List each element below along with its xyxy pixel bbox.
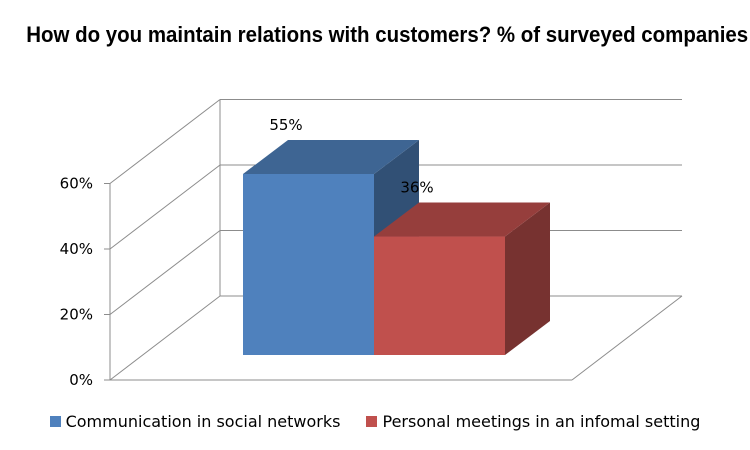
legend-label-personal-meetings: Personal meetings in an infomal setting (382, 412, 701, 431)
y-tick-label: 20% (60, 306, 93, 324)
gridline-side (109, 164, 221, 250)
y-tick-label: 40% (60, 240, 93, 258)
legend-swatch-personal-meetings (366, 416, 378, 427)
legend-label-social-networks: Communication in social networks (65, 412, 341, 431)
gridline-side (109, 230, 221, 315)
floor-right-edge (571, 295, 683, 381)
bar-side (505, 202, 550, 355)
legend-item-social-networks: Communication in social networks (49, 412, 341, 431)
chart-bars (243, 140, 550, 355)
bar-top (374, 202, 550, 237)
bar-top (243, 140, 419, 174)
chart-title: How do you maintain relations with custo… (26, 22, 749, 47)
bar-1 (374, 202, 550, 355)
gridline-side (109, 295, 221, 381)
bar-front (374, 236, 505, 355)
gridline-side (109, 99, 221, 184)
data-label: 36% (400, 179, 433, 197)
y-tick-label: 60% (60, 175, 93, 193)
data-labels: 55% 36% (269, 116, 433, 197)
data-label: 55% (269, 116, 302, 134)
legend-swatch-social-networks (49, 416, 61, 427)
legend-item-personal-meetings: Personal meetings in an infomal setting (366, 412, 700, 431)
bar-front (243, 174, 374, 355)
y-axis-ticks: 0% 20% 40% 60% (60, 175, 93, 390)
legend: Communication in social networks Persona… (0, 412, 750, 431)
y-tick-label: 0% (69, 371, 93, 389)
